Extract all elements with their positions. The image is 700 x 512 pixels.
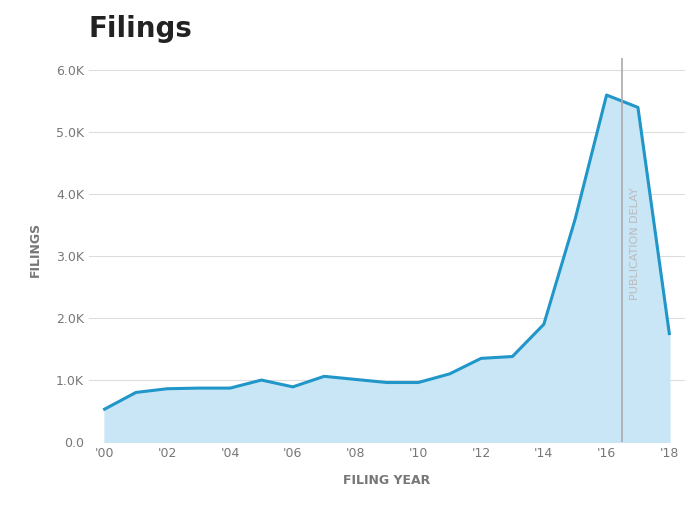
X-axis label: FILING YEAR: FILING YEAR xyxy=(343,474,430,487)
Text: PUBLICATION DELAY: PUBLICATION DELAY xyxy=(630,187,640,300)
Text: Filings: Filings xyxy=(89,15,192,43)
Y-axis label: FILINGS: FILINGS xyxy=(29,222,42,278)
